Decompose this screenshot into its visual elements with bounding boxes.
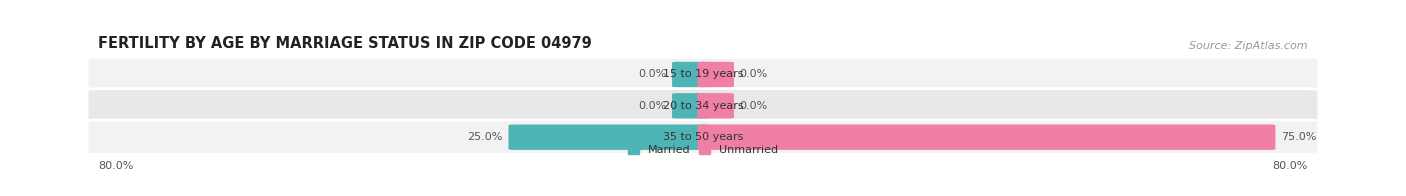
FancyBboxPatch shape <box>697 93 734 119</box>
FancyBboxPatch shape <box>697 124 1275 150</box>
Text: 20 to 34 years: 20 to 34 years <box>662 101 744 111</box>
Text: 0.0%: 0.0% <box>638 101 666 111</box>
Text: 0.0%: 0.0% <box>638 69 666 80</box>
FancyBboxPatch shape <box>87 120 1319 154</box>
Text: Source: ZipAtlas.com: Source: ZipAtlas.com <box>1189 41 1308 51</box>
Text: 35 to 50 years: 35 to 50 years <box>662 132 744 142</box>
FancyBboxPatch shape <box>672 93 709 119</box>
Text: 0.0%: 0.0% <box>740 101 768 111</box>
Text: 75.0%: 75.0% <box>1281 132 1316 142</box>
FancyBboxPatch shape <box>697 62 734 87</box>
FancyBboxPatch shape <box>672 62 709 87</box>
Text: 80.0%: 80.0% <box>98 161 134 171</box>
Text: 25.0%: 25.0% <box>467 132 503 142</box>
Text: FERTILITY BY AGE BY MARRIAGE STATUS IN ZIP CODE 04979: FERTILITY BY AGE BY MARRIAGE STATUS IN Z… <box>98 36 592 51</box>
FancyBboxPatch shape <box>87 89 1319 123</box>
Legend: Married, Unmarried: Married, Unmarried <box>627 145 779 155</box>
Text: 15 to 19 years: 15 to 19 years <box>662 69 744 80</box>
Text: 80.0%: 80.0% <box>1272 161 1308 171</box>
FancyBboxPatch shape <box>87 57 1319 92</box>
FancyBboxPatch shape <box>509 124 709 150</box>
Text: 0.0%: 0.0% <box>740 69 768 80</box>
